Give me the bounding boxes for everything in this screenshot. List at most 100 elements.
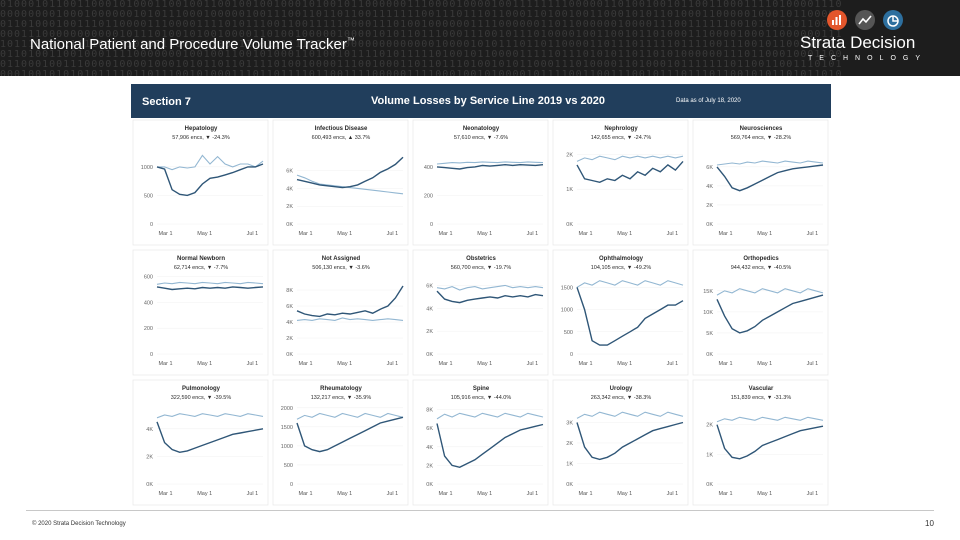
- series-2019-line: [436, 161, 544, 165]
- y-tick-label: 0K: [426, 352, 433, 358]
- chart-subtitle: 132,217 encs, ▼ -35.9%: [311, 395, 372, 401]
- dashboard: Section 7 Volume Losses by Service Line …: [131, 84, 831, 509]
- y-tick-label: 0K: [706, 482, 713, 488]
- series-2020-line: [716, 164, 824, 192]
- series-2020-line: [156, 163, 264, 197]
- y-tick-label: 1500: [281, 425, 293, 431]
- copyright: © 2020 Strata Decision Technology: [32, 521, 126, 527]
- x-tick-label: Jul 1: [667, 491, 679, 497]
- series-2020-line: [156, 421, 264, 454]
- series-2019-line: [576, 155, 684, 162]
- chart-subtitle: 322,590 encs, ▼ -39.5%: [171, 395, 232, 401]
- series-2019-line: [156, 413, 264, 419]
- x-tick-label: May 1: [337, 231, 352, 237]
- dashboard-header: Section 7 Volume Losses by Service Line …: [131, 84, 831, 118]
- series-2020-line: [436, 423, 544, 469]
- series-2019-line: [157, 154, 264, 171]
- chart-neurosciences: Neurosciences 569,764 encs, ▼ -28.2% 6K 4K 2…: [692, 119, 829, 246]
- chart-urology: Urology 263,342 encs, ▼ -38.3% 3K 2K 1K 0K Mar…: [552, 379, 689, 506]
- x-tick-label: May 1: [197, 491, 212, 497]
- x-tick-label: May 1: [757, 491, 772, 497]
- chart-title: Vascular: [749, 386, 774, 392]
- chart-title: Pulmonology: [182, 386, 221, 392]
- x-tick-label: Jul 1: [387, 361, 399, 367]
- y-tick-label: 0K: [146, 482, 153, 488]
- chart-vascular: Vascular 151,839 encs, ▼ -31.3% 2K 1K 0K Mar …: [692, 379, 829, 506]
- series-2019-line: [576, 280, 684, 288]
- y-tick-label: 2K: [706, 423, 713, 429]
- series-2019-line: [436, 412, 544, 420]
- series-2020-line: [156, 286, 264, 291]
- y-tick-label: 2K: [706, 203, 713, 209]
- x-tick-label: Mar 1: [158, 231, 172, 237]
- y-tick-label: 1000: [141, 165, 153, 171]
- x-tick-label: Jul 1: [247, 491, 259, 497]
- chart-subtitle: 569,764 encs, ▼ -28.2%: [731, 135, 792, 141]
- x-tick-label: Jul 1: [247, 361, 259, 367]
- y-tick-label: 1K: [566, 187, 573, 193]
- x-tick-label: May 1: [617, 361, 632, 367]
- x-tick-label: May 1: [337, 361, 352, 367]
- section-label: Section 7: [142, 96, 191, 108]
- series-2020-line: [576, 160, 684, 184]
- x-tick-label: Jul 1: [667, 361, 679, 367]
- x-tick-label: Mar 1: [158, 361, 172, 367]
- series-2020-line: [296, 285, 404, 318]
- series-2020-line: [436, 290, 544, 304]
- series-2019-line: [296, 317, 404, 321]
- y-tick-label: 1K: [706, 452, 713, 458]
- x-tick-label: Mar 1: [298, 491, 312, 497]
- chart-title: Rheumatology: [320, 386, 362, 392]
- chart-ophthalmology: Ophthalmology 104,105 encs, ▼ -49.2% 1500 1…: [552, 249, 689, 376]
- x-tick-label: Jul 1: [527, 231, 539, 237]
- chart-subtitle: 560,700 encs, ▼ -19.7%: [451, 265, 512, 271]
- data-as-of: Data as of July 18, 2020: [676, 98, 741, 104]
- page-number: 10: [925, 519, 934, 528]
- y-tick-label: 1000: [561, 308, 573, 314]
- chart-subtitle: 105,916 encs, ▼ -44.0%: [451, 395, 512, 401]
- y-tick-label: 4K: [146, 427, 153, 433]
- chart-subtitle: 600,493 encs, ▲ 33.7%: [312, 135, 371, 141]
- x-tick-label: May 1: [197, 361, 212, 367]
- y-tick-label: 6K: [426, 426, 433, 432]
- y-tick-label: 0K: [286, 352, 293, 358]
- y-tick-label: 8K: [426, 408, 433, 414]
- x-tick-label: Mar 1: [578, 231, 592, 237]
- y-tick-label: 0K: [426, 482, 433, 488]
- y-tick-label: 2K: [146, 454, 153, 460]
- y-tick-label: 500: [144, 193, 153, 199]
- x-tick-label: Jul 1: [807, 361, 819, 367]
- series-2019-line: [576, 411, 684, 419]
- y-tick-label: 0: [430, 222, 433, 228]
- y-tick-label: 2K: [426, 463, 433, 469]
- y-tick-label: 600: [144, 275, 153, 281]
- y-tick-label: 5K: [706, 331, 713, 337]
- chart-neonatology: Neonatology 57,610 encs, ▼ -7.6% 400 200 0 Ma…: [412, 119, 549, 246]
- chart-normal-newborn: Normal Newborn 62,714 encs, ▼ -7.7% 600 400…: [132, 249, 269, 376]
- series-2019-line: [296, 412, 404, 420]
- chart-title: Obstetrics: [466, 256, 496, 262]
- chart-subtitle: 151,839 encs, ▼ -31.3%: [731, 395, 792, 401]
- chart-title: Infectious Disease: [315, 126, 368, 132]
- y-tick-label: 2K: [286, 204, 293, 210]
- pie-chart-icon: [882, 9, 904, 31]
- x-tick-label: Jul 1: [527, 491, 539, 497]
- chart-title: Neurosciences: [740, 126, 783, 132]
- header-banner: 0100010110011000101000110010011001001001…: [0, 0, 960, 76]
- chart-title: Not Assigned: [322, 256, 361, 262]
- x-tick-label: Mar 1: [718, 231, 732, 237]
- series-2020-line: [296, 156, 404, 189]
- series-2020-line: [716, 424, 824, 460]
- series-2020-line: [716, 294, 824, 334]
- brand-tagline: TECHNOLOGY: [808, 55, 928, 62]
- chart-subtitle: 57,906 encs, ▼ -24.3%: [172, 135, 230, 141]
- y-tick-label: 2K: [286, 336, 293, 342]
- y-tick-label: 0K: [566, 222, 573, 228]
- chart-subtitle: 62,714 encs, ▼ -7.7%: [174, 265, 228, 271]
- y-tick-label: 0K: [706, 222, 713, 228]
- x-tick-label: Mar 1: [578, 361, 592, 367]
- x-tick-label: Jul 1: [667, 231, 679, 237]
- chart-nephrology: Nephrology 142,655 encs, ▼ -24.7% 2K 1K 0K Ma…: [552, 119, 689, 246]
- x-tick-label: May 1: [617, 231, 632, 237]
